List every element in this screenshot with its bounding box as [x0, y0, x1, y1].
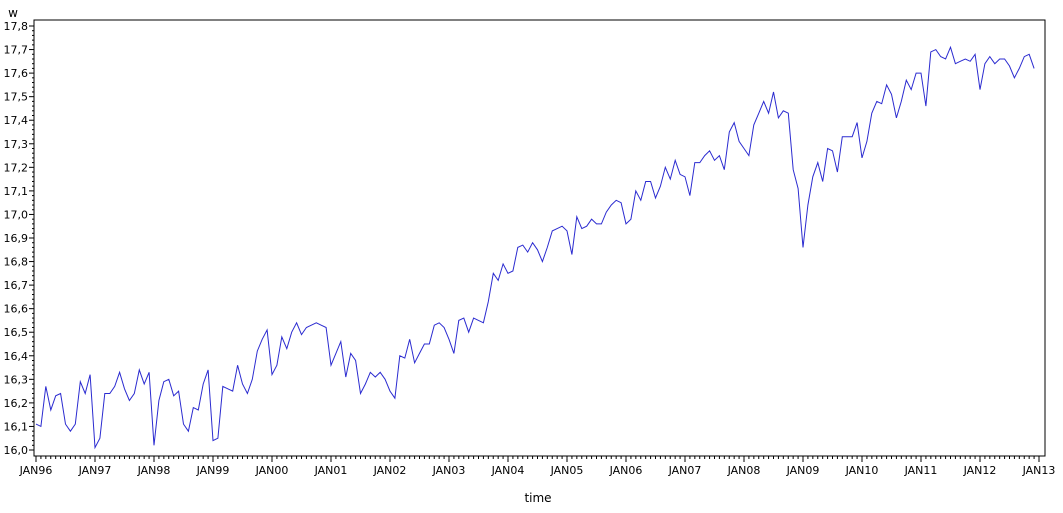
x-tick-label: JAN13: [1022, 464, 1056, 477]
x-tick-label: JAN12: [963, 464, 997, 477]
x-tick-label: JAN11: [904, 464, 938, 477]
y-tick-label: 17,6: [4, 67, 29, 80]
y-tick-label: 17,8: [4, 20, 29, 33]
x-tick-label: JAN06: [609, 464, 643, 477]
x-tick-label: JAN99: [196, 464, 230, 477]
y-tick-label: 17,3: [4, 138, 29, 151]
plot-frame: [33, 19, 1046, 457]
y-tick-label: 17,0: [4, 208, 29, 221]
x-tick-label: JAN10: [845, 464, 879, 477]
x-tick-label: JAN05: [550, 464, 584, 477]
y-tick-label: 17,2: [4, 161, 29, 174]
y-tick-label: 17,7: [4, 44, 29, 57]
y-tick-label: 16,4: [4, 350, 29, 363]
y-tick-label: 16,7: [4, 279, 29, 292]
x-tick-label: JAN04: [491, 464, 525, 477]
x-tick-label: JAN09: [786, 464, 820, 477]
series-line: [35, 45, 1035, 450]
x-tick-label: JAN96: [19, 464, 53, 477]
y-tick-label: 16,2: [4, 397, 29, 410]
x-tick-label: JAN02: [373, 464, 407, 477]
x-tick-label: JAN01: [314, 464, 348, 477]
y-tick-label: 17,5: [4, 91, 29, 104]
y-tick-label: 17,1: [4, 185, 29, 198]
x-tick-label: JAN07: [668, 464, 702, 477]
x-axis-title: time: [524, 491, 551, 505]
y-axis-title: w: [8, 6, 18, 20]
x-tick-label: JAN98: [137, 464, 171, 477]
y-tick-label: 16,3: [4, 373, 29, 386]
x-tick-label: JAN97: [78, 464, 112, 477]
x-tick-label: JAN00: [255, 464, 289, 477]
y-tick-label: 16,0: [4, 444, 29, 457]
y-tick-label: 17,4: [4, 114, 29, 127]
x-axis: JAN96 JAN97 JAN98 JAN99 JAN00 JAN01 JAN02 JAN03…: [19, 456, 1056, 477]
y-tick-label: 16,1: [4, 420, 29, 433]
x-tick-label: JAN08: [727, 464, 761, 477]
x-tick-label: JAN03: [432, 464, 466, 477]
y-tick-label: 16,5: [4, 326, 29, 339]
y-tick-label: 16,8: [4, 256, 29, 269]
y-tick-label: 16,6: [4, 303, 29, 316]
y-tick-label: 16,9: [4, 232, 29, 245]
y-axis: 16,0 16,1 16,2 16,3 16,4 16,5 16,6 16,7 16,8 16,9…: [4, 20, 34, 457]
